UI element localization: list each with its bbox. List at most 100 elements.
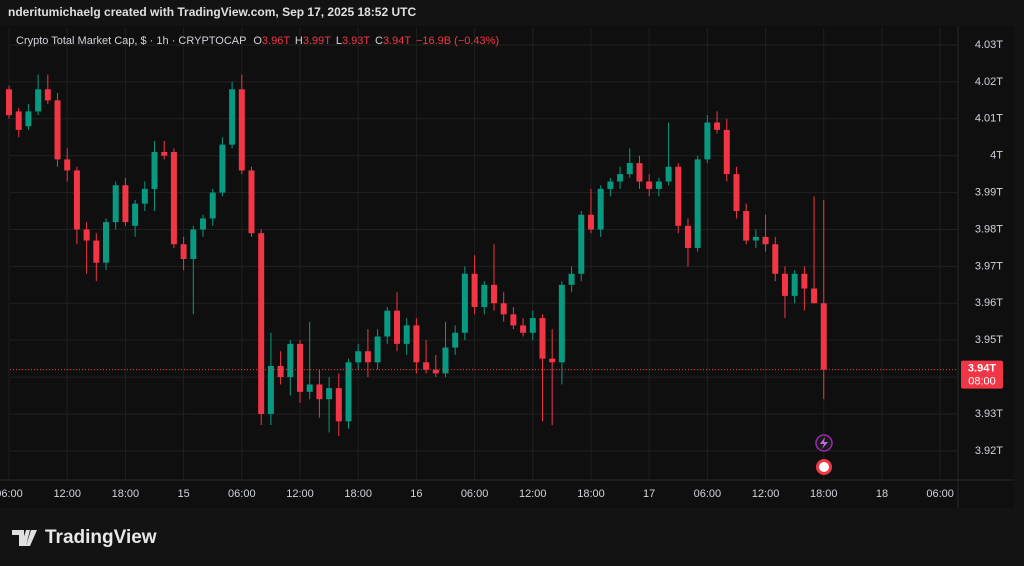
x-tick-label: 17 bbox=[643, 488, 655, 500]
candle bbox=[44, 74, 51, 105]
y-tick-label: 3.96T bbox=[975, 297, 1003, 309]
candle-body bbox=[132, 203, 139, 226]
chart-pane bbox=[0, 26, 1014, 508]
candle-body bbox=[694, 159, 701, 248]
candle bbox=[219, 137, 226, 197]
candle bbox=[403, 318, 410, 355]
candle-body bbox=[529, 318, 536, 333]
candle-body bbox=[403, 325, 410, 344]
event-icons bbox=[815, 434, 833, 475]
candle bbox=[772, 236, 779, 282]
candle-body bbox=[190, 229, 197, 260]
candle bbox=[500, 292, 507, 322]
x-tick-label: 12:00 bbox=[752, 488, 780, 500]
candle bbox=[471, 255, 478, 315]
candle-body bbox=[587, 214, 594, 230]
candle-body bbox=[684, 225, 691, 248]
candle-body bbox=[326, 388, 333, 400]
x-tick-label: 18 bbox=[876, 488, 888, 500]
candle-body bbox=[626, 163, 633, 175]
candle bbox=[209, 188, 216, 226]
candle-body bbox=[6, 89, 13, 116]
ohlc-key: C bbox=[375, 35, 383, 47]
candle-body bbox=[781, 273, 788, 296]
candle bbox=[180, 236, 187, 271]
candle-body bbox=[122, 185, 129, 223]
candle-body bbox=[820, 303, 827, 370]
candle-body bbox=[558, 284, 565, 363]
candle bbox=[568, 266, 575, 293]
candle bbox=[811, 196, 818, 304]
x-tick-label: 18:00 bbox=[810, 488, 838, 500]
candle-body bbox=[180, 244, 187, 260]
candle bbox=[93, 233, 100, 282]
candle-body bbox=[665, 166, 672, 182]
candle bbox=[335, 373, 342, 437]
candle bbox=[73, 166, 80, 245]
candle bbox=[801, 266, 808, 311]
candle bbox=[626, 148, 633, 178]
candle bbox=[413, 318, 420, 374]
candle-body bbox=[490, 284, 497, 304]
candle bbox=[781, 266, 788, 319]
x-tick-label: 18:00 bbox=[112, 488, 140, 500]
candle-body bbox=[675, 166, 682, 226]
candle-body bbox=[112, 185, 119, 223]
candle bbox=[684, 218, 691, 267]
change: −16.9B (−0.43%) bbox=[416, 35, 499, 47]
candle bbox=[490, 244, 497, 311]
candle bbox=[35, 74, 42, 116]
x-tick-label: 06:00 bbox=[694, 488, 722, 500]
candle-body bbox=[568, 273, 575, 285]
ohlc-value: 3.93T bbox=[342, 35, 370, 47]
candle bbox=[258, 229, 265, 426]
candle-body bbox=[64, 159, 71, 171]
candle-body bbox=[296, 343, 303, 392]
candle bbox=[355, 343, 362, 370]
candle bbox=[665, 122, 672, 186]
candle-body bbox=[248, 170, 255, 234]
grid-layer bbox=[8, 28, 958, 480]
x-tick-label: 12:00 bbox=[286, 488, 314, 500]
candle-body bbox=[238, 89, 245, 171]
candle-body bbox=[44, 89, 51, 101]
candle-body bbox=[170, 152, 177, 245]
y-tick-label: 3.98T bbox=[975, 223, 1003, 235]
candle bbox=[529, 310, 536, 341]
logo: TradingView bbox=[12, 527, 157, 548]
candle bbox=[277, 351, 284, 385]
candle bbox=[481, 281, 488, 315]
x-tick-label: 06:00 bbox=[0, 488, 23, 500]
candle bbox=[442, 321, 449, 378]
ohlc-key: L bbox=[336, 35, 342, 47]
event-icon-bolt bbox=[820, 437, 828, 449]
x-tick-label: 12:00 bbox=[519, 488, 547, 500]
candle-body bbox=[752, 236, 759, 241]
candle bbox=[646, 174, 653, 197]
candle-body bbox=[141, 188, 148, 204]
candle-body bbox=[306, 384, 313, 392]
candle-body bbox=[54, 100, 61, 160]
candle bbox=[432, 354, 439, 378]
candle bbox=[287, 340, 294, 396]
candle bbox=[54, 92, 61, 167]
candle bbox=[238, 74, 245, 175]
x-tick-label: 06:00 bbox=[228, 488, 256, 500]
candle-body bbox=[83, 229, 90, 241]
candle bbox=[141, 181, 148, 212]
candle-body bbox=[481, 284, 488, 307]
candle-body bbox=[277, 365, 284, 378]
candle-body bbox=[287, 343, 294, 378]
candle-body bbox=[655, 181, 662, 189]
candle bbox=[607, 177, 614, 197]
candle-body bbox=[597, 188, 604, 230]
candle-body bbox=[510, 314, 517, 326]
candle-body bbox=[743, 211, 750, 241]
candle-body bbox=[103, 222, 110, 263]
ohlc-value: 3.94T bbox=[383, 35, 411, 47]
candle bbox=[267, 332, 274, 426]
candle-body bbox=[578, 214, 585, 274]
candle-body bbox=[549, 358, 556, 363]
y-tick-label: 3.95T bbox=[975, 334, 1003, 346]
